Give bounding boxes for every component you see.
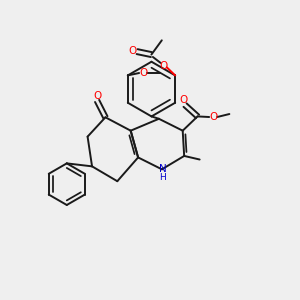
Text: H: H bbox=[159, 172, 166, 182]
Text: O: O bbox=[160, 61, 168, 71]
Text: O: O bbox=[209, 112, 217, 122]
Text: O: O bbox=[129, 46, 137, 56]
Text: O: O bbox=[139, 68, 147, 78]
Text: O: O bbox=[179, 95, 188, 105]
Text: N: N bbox=[159, 164, 167, 174]
Text: O: O bbox=[93, 91, 101, 101]
